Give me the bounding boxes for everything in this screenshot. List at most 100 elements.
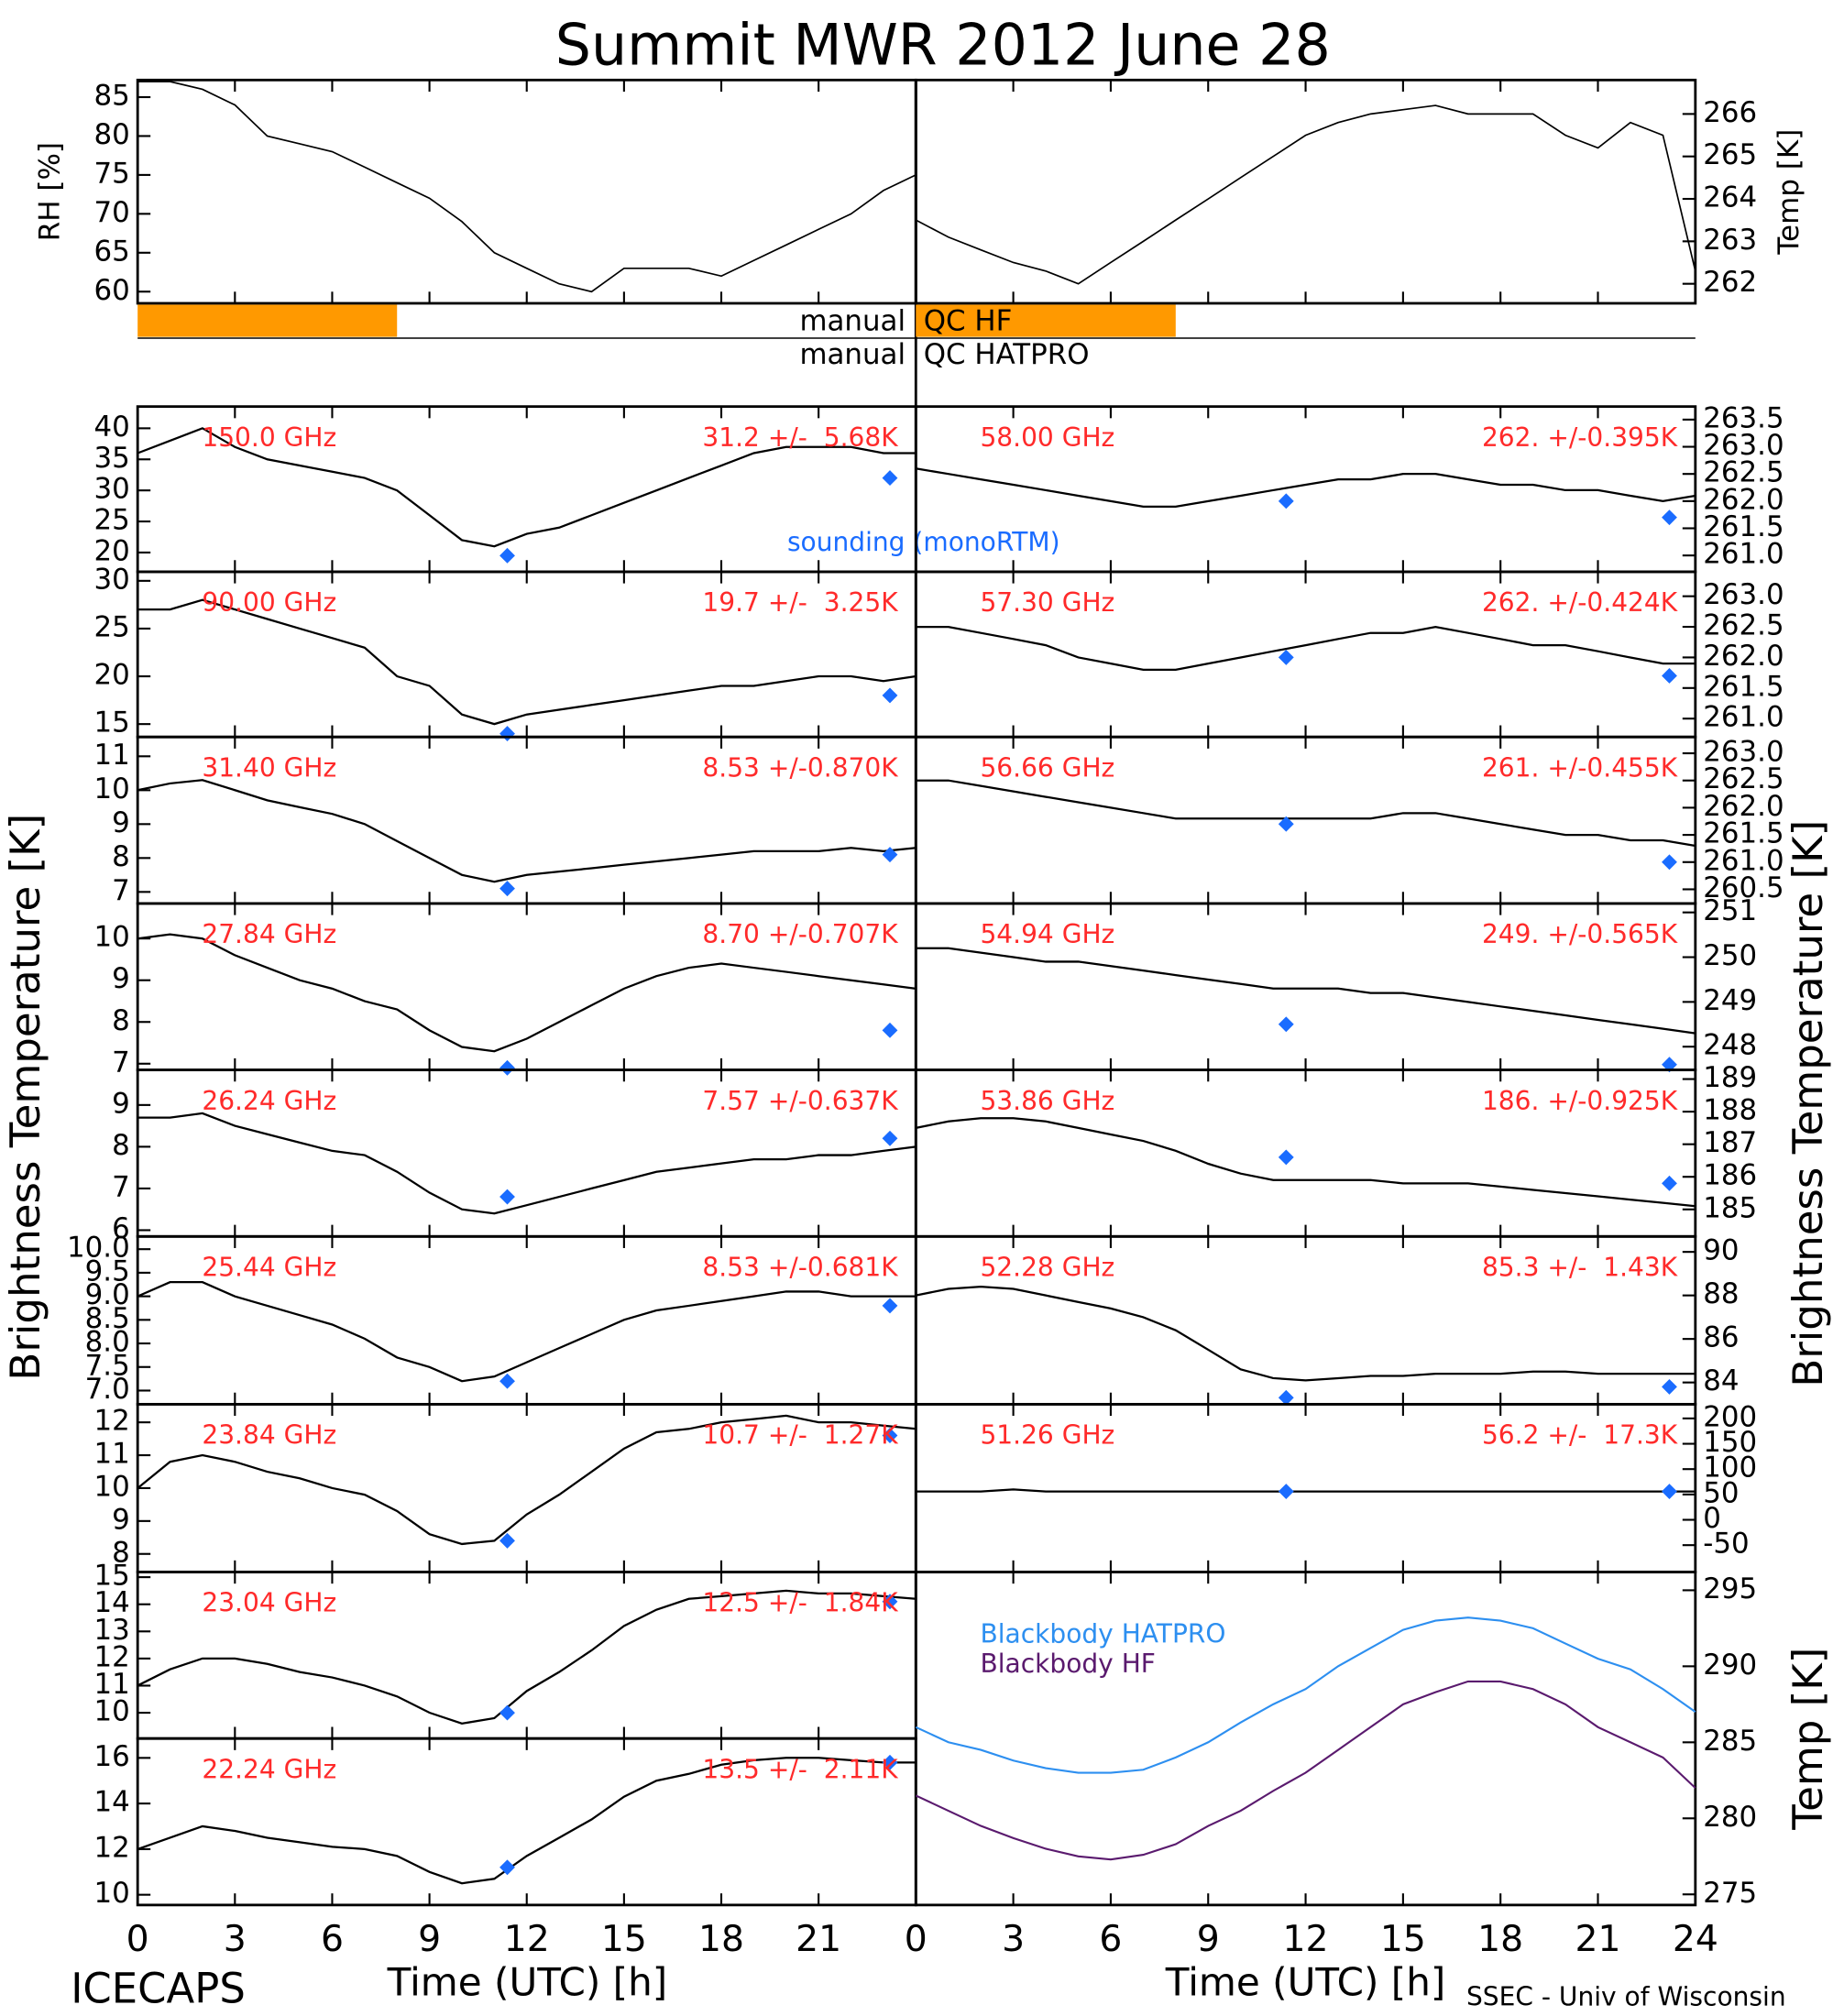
frequency-label: 25.44 GHz	[202, 1252, 336, 1282]
qc-label: manual	[799, 305, 906, 338]
y-tick-label: 8	[112, 840, 130, 873]
frequency-label: 27.84 GHz	[202, 919, 336, 949]
data-line	[916, 625, 1696, 671]
stats-label: 7.57 +/-0.637K	[702, 1086, 899, 1116]
sounding-point	[882, 1754, 898, 1770]
y-tick-label: 263.0	[1703, 429, 1784, 462]
y-tick-label: 90	[1703, 1234, 1739, 1267]
sounding-point	[882, 687, 898, 704]
y-tick-label: 12	[93, 1831, 129, 1864]
frequency-label: 53.86 GHz	[980, 1086, 1114, 1116]
y-tick-label: 275	[1703, 1877, 1757, 1910]
stats-label: 13.5 +/- 2.11K	[702, 1754, 899, 1784]
y-tick-label: 150	[1703, 1426, 1757, 1459]
y-tick-label: 10	[93, 1470, 129, 1503]
x-tick-label: 0	[905, 1918, 927, 1960]
y-tick-label: 250	[1703, 939, 1757, 972]
sounding-legend: sounding (monoRTM)	[787, 527, 1060, 557]
data-line	[137, 1757, 916, 1885]
y-tick-label: 261.5	[1703, 817, 1784, 850]
stats-label: 19.7 +/- 3.25K	[702, 587, 899, 618]
y-tick-label: 285	[1703, 1725, 1757, 1758]
x-tick-label: 15	[601, 1918, 647, 1960]
y-tick-label: 8	[112, 1129, 130, 1162]
y-axis-label: Temp [K]	[1784, 1648, 1832, 1831]
y-tick-label: 262.0	[1703, 483, 1784, 516]
x-tick-label: 12	[504, 1918, 550, 1960]
y-tick-label: 262	[1703, 266, 1757, 299]
x-axis-label: Time (UTC) [h]	[387, 1960, 668, 2005]
y-tick-label: 261.0	[1703, 844, 1784, 877]
y-tick-label: 88	[1703, 1277, 1739, 1310]
y-tick-label: 188	[1703, 1094, 1757, 1127]
y-tick-label: 261.0	[1703, 538, 1784, 571]
x-tick-label: 6	[321, 1918, 344, 1960]
stats-label: 261. +/-0.455K	[1482, 752, 1679, 783]
y-tick-label: 263.0	[1703, 578, 1784, 611]
y-tick-label: 266	[1703, 96, 1757, 129]
stats-label: 85.3 +/- 1.43K	[1482, 1252, 1679, 1282]
stats-label: 262. +/-0.395K	[1482, 422, 1679, 453]
y-tick-label: 263.0	[1703, 736, 1784, 769]
stats-label: 249. +/-0.565K	[1482, 919, 1679, 949]
stats-label: 8.53 +/-0.681K	[702, 1252, 899, 1282]
y-tick-label: 0	[1703, 1502, 1721, 1535]
stats-label: 31.2 +/- 5.68K	[702, 422, 899, 453]
x-tick-label: 15	[1380, 1918, 1426, 1960]
chart-title: Summit MWR 2012 June 28	[555, 13, 1331, 79]
y-tick-label: 35	[93, 442, 129, 475]
y-tick-label: 84	[1703, 1364, 1739, 1397]
qc-label: manual	[799, 338, 906, 371]
x-tick-label: 18	[1477, 1918, 1523, 1960]
y-tick-label: 10	[93, 1695, 129, 1728]
x-axis-label: Time (UTC) [h]	[1165, 1960, 1446, 2005]
data-line	[916, 947, 1696, 1035]
frequency-label: 51.26 GHz	[980, 1420, 1114, 1451]
y-tick-label: 200	[1703, 1400, 1757, 1433]
y-tick-label: 11	[93, 1668, 129, 1701]
qc-flag	[137, 304, 398, 337]
y-tick-label: 249	[1703, 984, 1757, 1017]
sounding-point	[882, 847, 898, 863]
y-tick-label: 9	[112, 806, 130, 839]
y-tick-label: 10	[93, 772, 129, 805]
frequency-label: 150.0 GHz	[202, 422, 336, 453]
y-tick-label: 7.5	[85, 1349, 130, 1382]
sounding-point	[1662, 1057, 1677, 1073]
frequency-label: 90.00 GHz	[202, 587, 336, 618]
y-tick-label: 290	[1703, 1649, 1757, 1682]
y-tick-label: 263	[1703, 224, 1757, 257]
y-axis-label: Temp [K]	[1773, 129, 1806, 256]
y-tick-label: 189	[1703, 1061, 1757, 1094]
x-tick-label: 12	[1283, 1918, 1329, 1960]
y-tick-label: 6	[112, 1212, 130, 1245]
stats-label: 10.7 +/- 1.27K	[702, 1420, 899, 1451]
sounding-point	[1662, 1484, 1677, 1499]
y-axis-label: Brightness Temperature [K]	[1784, 820, 1832, 1387]
data-line	[137, 779, 916, 883]
frequency-label: 26.24 GHz	[202, 1086, 336, 1116]
y-tick-label: 251	[1703, 894, 1757, 927]
y-tick-label: 264	[1703, 181, 1757, 214]
y-tick-label: 25	[93, 610, 129, 643]
sounding-point	[1662, 668, 1677, 684]
data-line	[137, 81, 916, 293]
y-tick-label: 86	[1703, 1321, 1739, 1354]
sounding-point	[1662, 854, 1677, 871]
y-axis-label: RH [%]	[34, 142, 67, 241]
y-tick-label: 187	[1703, 1126, 1757, 1159]
y-tick-label: 8	[112, 1536, 130, 1569]
y-tick-label: 60	[93, 274, 129, 307]
y-tick-label: 15	[93, 1560, 129, 1593]
y-tick-label: 11	[93, 1438, 129, 1471]
y-tick-label: 261.5	[1703, 510, 1784, 543]
frequency-label: 31.40 GHz	[202, 752, 336, 783]
stats-label: 56.2 +/- 17.3K	[1482, 1420, 1679, 1451]
y-tick-label: 185	[1703, 1191, 1757, 1224]
footer-left: ICECAPS	[71, 1964, 246, 2012]
frequency-label: 22.24 GHz	[202, 1754, 336, 1784]
y-tick-label: 262.5	[1703, 609, 1784, 642]
y-tick-label: 8.0	[85, 1326, 130, 1359]
qc-label: QC HATPRO	[924, 338, 1090, 371]
